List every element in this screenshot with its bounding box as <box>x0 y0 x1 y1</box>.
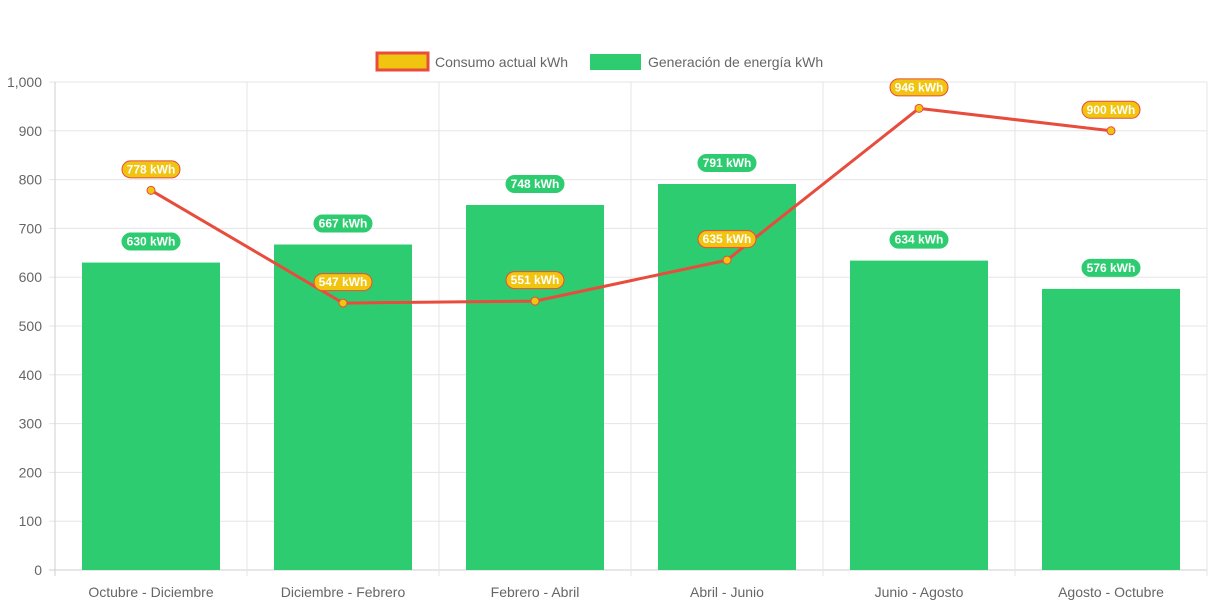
line-point[interactable] <box>338 298 348 308</box>
bar-data-label-bg <box>505 174 565 193</box>
legend-label-generacion[interactable]: Generación de energía kWh <box>648 54 823 70</box>
bar[interactable] <box>658 183 796 570</box>
line-data-label: 946 kWh <box>895 80 944 94</box>
y-tick-label: 1,000 <box>7 74 42 90</box>
bar-data-label: 748 kWh <box>511 177 560 191</box>
line-data-label: 635 kWh <box>703 232 752 246</box>
bar-data-label-bg <box>889 230 949 249</box>
x-tick-label: Octubre - Diciembre <box>88 584 213 600</box>
y-tick-label: 0 <box>34 562 42 578</box>
line-point[interactable] <box>1106 126 1116 136</box>
y-tick-label: 300 <box>19 416 43 432</box>
line-point[interactable] <box>146 185 156 195</box>
bar-data-label-bg <box>1081 258 1141 277</box>
y-tick-label: 100 <box>19 513 43 529</box>
bar-data-label-bg <box>121 232 181 251</box>
line-data-label-bg <box>697 230 757 249</box>
bar-data-label: 634 kWh <box>895 233 944 247</box>
legend-label-consumo[interactable]: Consumo actual kWh <box>435 54 568 70</box>
line-data-label-bg <box>121 160 181 179</box>
y-tick-label: 400 <box>19 367 43 383</box>
bar[interactable] <box>274 244 412 570</box>
y-tick-label: 200 <box>19 464 43 480</box>
x-tick-label: Agosto - Octubre <box>1058 584 1164 600</box>
bar-series <box>82 183 1180 570</box>
line-series <box>146 103 1116 308</box>
bar[interactable] <box>850 260 988 570</box>
y-tick-label: 900 <box>19 123 43 139</box>
y-tick-label: 600 <box>19 269 43 285</box>
bar-data-label-bg <box>313 214 373 233</box>
line-data-label: 900 kWh <box>1087 103 1136 117</box>
line-data-label-bg <box>313 273 373 292</box>
y-tick-label: 700 <box>19 220 43 236</box>
x-axis-ticks: Octubre - Diciembre Diciembre - Febrero Fe… <box>88 584 1164 600</box>
bar[interactable] <box>82 262 220 570</box>
bar-data-label: 630 kWh <box>127 235 176 249</box>
line-point[interactable] <box>722 255 732 265</box>
bar[interactable] <box>1042 288 1180 570</box>
x-tick-label: Junio - Agosto <box>875 584 964 600</box>
x-tick-label: Diciembre - Febrero <box>281 584 406 600</box>
bar[interactable] <box>466 204 604 570</box>
y-tick-label: 800 <box>19 172 43 188</box>
line-point[interactable] <box>530 296 540 306</box>
line-data-label-bg <box>1081 100 1141 119</box>
line-data-label-bg <box>889 78 949 97</box>
series-line-consumo <box>150 106 1112 305</box>
y-tick-label: 500 <box>19 318 43 334</box>
line-data-label: 778 kWh <box>127 162 176 176</box>
line-point[interactable] <box>914 103 924 113</box>
bar-data-label: 576 kWh <box>1087 261 1136 275</box>
legend-swatch-generacion[interactable] <box>590 54 641 70</box>
legend-swatch-consumo[interactable] <box>375 51 430 72</box>
bar-data-label: 667 kWh <box>319 217 368 231</box>
bar-data-label-bg <box>697 153 757 172</box>
line-data-label: 547 kWh <box>319 275 368 289</box>
legend: Consumo actual kWh Generación de energía… <box>375 51 823 72</box>
data-labels: 630 kWh 667 kWh 748 kWh 791 kWh 634 kWh 576 k… <box>121 78 1141 292</box>
grid <box>49 81 1208 576</box>
line-data-label: 551 kWh <box>511 273 560 287</box>
x-tick-label: Febrero - Abril <box>491 584 580 600</box>
y-axis-ticks: 0 100 200 300 400 500 600 700 800 900 1,000 <box>7 74 42 578</box>
x-tick-label: Abril - Junio <box>690 584 764 600</box>
bar-data-label: 791 kWh <box>703 156 752 170</box>
line-data-label-bg <box>505 271 565 290</box>
